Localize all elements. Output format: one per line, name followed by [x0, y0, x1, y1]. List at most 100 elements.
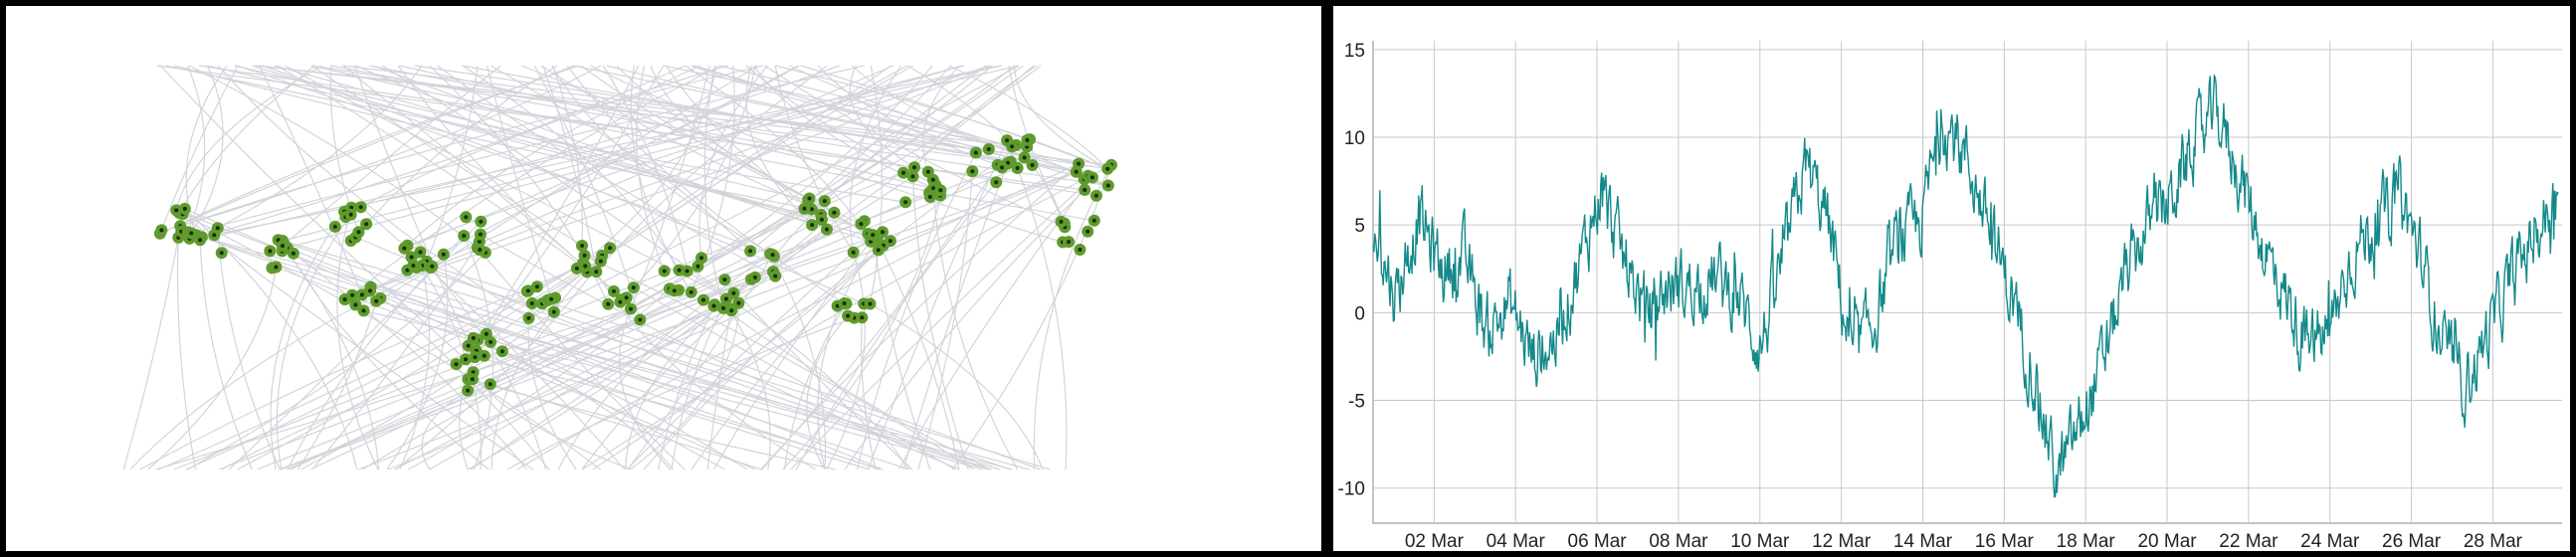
graph-node	[620, 291, 633, 304]
graph-node	[1018, 151, 1031, 164]
graph-node	[579, 260, 592, 273]
graph-node	[798, 202, 811, 215]
x-tick-label: 06 Mar	[1568, 531, 1628, 551]
graph-node	[485, 335, 497, 348]
graph-edge	[761, 164, 999, 470]
graph-node	[407, 260, 420, 272]
graph-edge	[360, 65, 728, 208]
graph-edge	[370, 285, 884, 470]
graph-node	[969, 146, 982, 159]
graph-edge	[490, 383, 762, 470]
graph-edge	[643, 138, 1031, 470]
y-tick-label: 15	[1344, 41, 1365, 62]
graph-edge	[262, 65, 865, 304]
graph-edge	[310, 65, 1094, 222]
graph-edge	[671, 298, 727, 470]
time-series-chart: 15 10 5 0 -5 -10 02 Mar 04 Mar 06 Mar 08 Mar 10 M…	[1338, 41, 2562, 551]
graph-edge	[159, 65, 575, 235]
x-tick-label: 08 Mar	[1649, 531, 1708, 551]
graph-edge	[1006, 139, 1068, 470]
graph-edge	[187, 252, 487, 470]
graph-edge	[542, 65, 597, 273]
graph-edge	[293, 253, 527, 470]
graph-node	[495, 345, 508, 358]
graph-node	[744, 245, 757, 258]
graph-edge	[430, 65, 990, 269]
graph-edge	[932, 188, 1019, 470]
graph-node	[360, 218, 373, 231]
graph-node	[398, 242, 411, 255]
graph-edge	[191, 65, 865, 234]
graph-node	[1074, 244, 1087, 256]
graph-edge	[282, 65, 965, 242]
graph-node	[474, 244, 487, 257]
graph-edge	[159, 65, 239, 235]
graph-edge	[476, 350, 756, 470]
graph-edge	[219, 166, 1003, 470]
graph-node	[718, 274, 731, 286]
graph-node	[466, 373, 479, 386]
graph-edge	[795, 181, 997, 470]
graph-node	[170, 204, 183, 217]
graph-node	[717, 301, 729, 314]
graph-node	[478, 349, 491, 362]
graph-edge	[395, 261, 602, 470]
graph-node	[815, 213, 828, 226]
y-tick-label: -10	[1338, 479, 1365, 500]
graph-edge	[336, 207, 379, 470]
x-tick-label: 10 Mar	[1730, 531, 1790, 551]
y-tick-label: -5	[1348, 392, 1365, 413]
graph-edge	[948, 65, 1108, 170]
graph-edge	[477, 65, 640, 340]
graph-edge	[826, 252, 866, 470]
graph-node	[847, 246, 860, 259]
graph-edge	[159, 65, 467, 360]
graph-edge	[282, 245, 748, 470]
graph-node	[344, 208, 357, 221]
graph-node	[821, 223, 833, 236]
graph-node	[1063, 236, 1075, 249]
graph-node	[1006, 140, 1019, 153]
x-tick-label: 26 Mar	[2382, 531, 2442, 551]
graph-edge	[874, 236, 960, 470]
graph-edge	[694, 65, 1108, 187]
graph-edge	[276, 214, 352, 470]
graph-node	[982, 143, 995, 155]
graph-edge	[259, 65, 363, 295]
graph-node	[1021, 133, 1034, 146]
graph-edge	[165, 65, 906, 203]
graph-node	[990, 176, 1003, 189]
graph-edge	[480, 234, 960, 470]
graph-edge	[351, 65, 840, 209]
graph-node	[349, 298, 362, 311]
graph-edge	[426, 65, 479, 263]
graph-edge	[270, 211, 345, 470]
graph-node	[460, 211, 473, 224]
graph-edge	[1033, 164, 1112, 470]
graph-edge	[800, 65, 1108, 170]
graph-edges	[122, 65, 1112, 470]
graph-edge	[311, 241, 481, 470]
graph-node	[547, 305, 560, 318]
graph-edge	[465, 65, 665, 360]
graph-edge	[806, 315, 849, 470]
graph-node	[475, 215, 488, 228]
chart-grid	[1372, 41, 2562, 524]
graph-node	[877, 226, 889, 239]
graph-node	[766, 249, 779, 262]
graph-node	[370, 294, 383, 307]
x-tick-label: 02 Mar	[1405, 531, 1465, 551]
graph-node	[590, 266, 603, 278]
graph-node	[458, 230, 471, 242]
graph-edge	[363, 309, 983, 470]
graph-node	[748, 271, 761, 283]
graph-edge	[506, 317, 855, 470]
graph-edge	[917, 171, 973, 470]
graph-edge	[185, 65, 228, 236]
y-tick-label: 10	[1344, 128, 1365, 149]
graph-edge	[592, 245, 885, 470]
graph-edge	[764, 65, 1066, 228]
graph-edge	[867, 139, 1008, 470]
graph-node	[634, 313, 647, 326]
graph-edge	[552, 65, 583, 247]
